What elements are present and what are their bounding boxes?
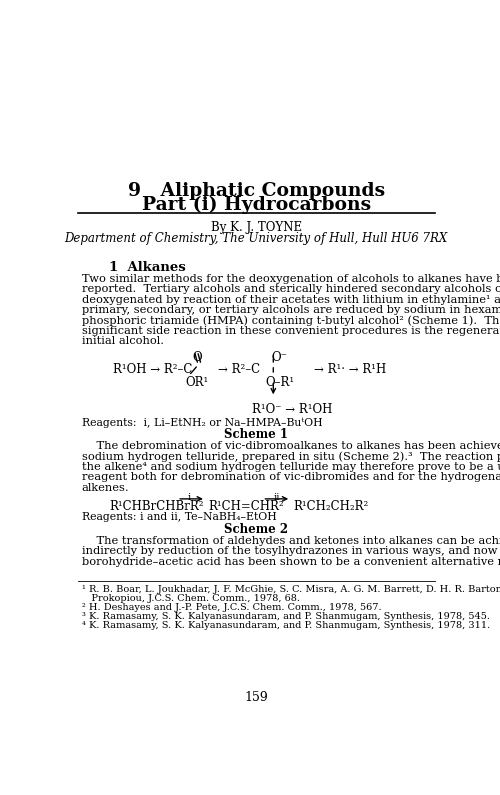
Text: R¹CHBrCHBrR²: R¹CHBrCHBrR² bbox=[109, 500, 204, 514]
Text: R¹CH=CHR²: R¹CH=CHR² bbox=[208, 500, 284, 514]
Text: O⁻: O⁻ bbox=[272, 351, 287, 364]
Text: indirectly by reduction of the tosylhydrazones in various ways, and now sodium: indirectly by reduction of the tosylhydr… bbox=[82, 546, 500, 556]
Text: O: O bbox=[192, 351, 202, 364]
Text: ³ K. Ramasamy, S. K. Kalyanasundaram, and P. Shanmugam, Synthesis, 1978, 545.: ³ K. Ramasamy, S. K. Kalyanasundaram, an… bbox=[82, 611, 490, 621]
Text: primary, secondary, or tertiary alcohols are reduced by sodium in hexamethyl-: primary, secondary, or tertiary alcohols… bbox=[82, 305, 500, 316]
Text: 1  Alkanes: 1 Alkanes bbox=[109, 261, 186, 274]
Text: ² H. Deshayes and J.-P. Pete, J.C.S. Chem. Comm., 1978, 567.: ² H. Deshayes and J.-P. Pete, J.C.S. Che… bbox=[82, 603, 382, 612]
Text: 159: 159 bbox=[244, 691, 268, 704]
Text: phosphoric triamide (HMPA) containing t-butyl alcohol² (Scheme 1).  The only: phosphoric triamide (HMPA) containing t-… bbox=[82, 316, 500, 326]
Text: O–R¹: O–R¹ bbox=[266, 377, 294, 390]
Text: Prokopiou, J.C.S. Chem. Comm., 1978, 68.: Prokopiou, J.C.S. Chem. Comm., 1978, 68. bbox=[82, 594, 300, 603]
Text: The transformation of aldehydes and ketones into alkanes can be achieved: The transformation of aldehydes and keto… bbox=[82, 536, 500, 546]
Text: R¹O⁻ → R¹OH: R¹O⁻ → R¹OH bbox=[252, 403, 333, 417]
Text: ⁴ K. Ramasamy, S. K. Kalyanasundaram, and P. Shanmugam, Synthesis, 1978, 311.: ⁴ K. Ramasamy, S. K. Kalyanasundaram, an… bbox=[82, 621, 490, 630]
Text: alkenes.: alkenes. bbox=[82, 483, 130, 493]
Text: reagent both for debromination of vic-dibromides and for the hydrogenation of: reagent both for debromination of vic-di… bbox=[82, 472, 500, 483]
Text: R¹OH → R²–C: R¹OH → R²–C bbox=[113, 363, 192, 376]
Text: Scheme 1: Scheme 1 bbox=[224, 428, 288, 441]
Text: reported.  Tertiary alcohols and sterically hindered secondary alcohols can be: reported. Tertiary alcohols and sterical… bbox=[82, 285, 500, 294]
Text: Reagents: i and ii, Te–NaBH₄–EtOH: Reagents: i and ii, Te–NaBH₄–EtOH bbox=[82, 512, 276, 522]
Text: By K. J. TOYNE: By K. J. TOYNE bbox=[210, 221, 302, 234]
Text: → R²–C: → R²–C bbox=[218, 363, 260, 376]
Text: 9   Aliphatic Compounds: 9 Aliphatic Compounds bbox=[128, 181, 385, 200]
Text: sodium hydrogen telluride, prepared in situ (Scheme 2).³  The reaction proceeds : sodium hydrogen telluride, prepared in s… bbox=[82, 452, 500, 462]
Text: ii: ii bbox=[273, 493, 280, 502]
Text: significant side reaction in these convenient procedures is the regeneration of : significant side reaction in these conve… bbox=[82, 326, 500, 336]
Text: OR¹: OR¹ bbox=[185, 377, 208, 390]
Text: Scheme 2: Scheme 2 bbox=[224, 523, 288, 536]
Text: Part (i) Hydrocarbons: Part (i) Hydrocarbons bbox=[142, 196, 371, 214]
Text: → R¹· → R¹H: → R¹· → R¹H bbox=[314, 363, 386, 376]
Text: Department of Chemistry, The University of Hull, Hull HU6 7RX: Department of Chemistry, The University … bbox=[64, 231, 448, 245]
Text: the alkene⁴ and sodium hydrogen telluride may therefore prove to be a useful: the alkene⁴ and sodium hydrogen tellurid… bbox=[82, 462, 500, 472]
Text: Reagents:  i, Li–EtNH₂ or Na–HMPA–BuᵗOH: Reagents: i, Li–EtNH₂ or Na–HMPA–BuᵗOH bbox=[82, 417, 322, 428]
Text: initial alcohol.: initial alcohol. bbox=[82, 336, 164, 347]
Text: The debromination of vic-dibromoalkanes to alkanes has been achieved using: The debromination of vic-dibromoalkanes … bbox=[82, 441, 500, 451]
Text: R¹CH₂CH₂R²: R¹CH₂CH₂R² bbox=[294, 500, 368, 514]
Text: i: i bbox=[187, 493, 190, 502]
Text: Two similar methods for the deoxygenation of alcohols to alkanes have been: Two similar methods for the deoxygenatio… bbox=[82, 274, 500, 284]
Text: deoxygenated by reaction of their acetates with lithium in ethylamine¹ and ester: deoxygenated by reaction of their acetat… bbox=[82, 295, 500, 304]
Text: borohydride–acetic acid has been shown to be a convenient alternative reagent: borohydride–acetic acid has been shown t… bbox=[82, 556, 500, 567]
Text: ¹ R. B. Boar, L. Joukhadar, J. F. McGhie, S. C. Misra, A. G. M. Barrett, D. H. R: ¹ R. B. Boar, L. Joukhadar, J. F. McGhie… bbox=[82, 585, 500, 594]
